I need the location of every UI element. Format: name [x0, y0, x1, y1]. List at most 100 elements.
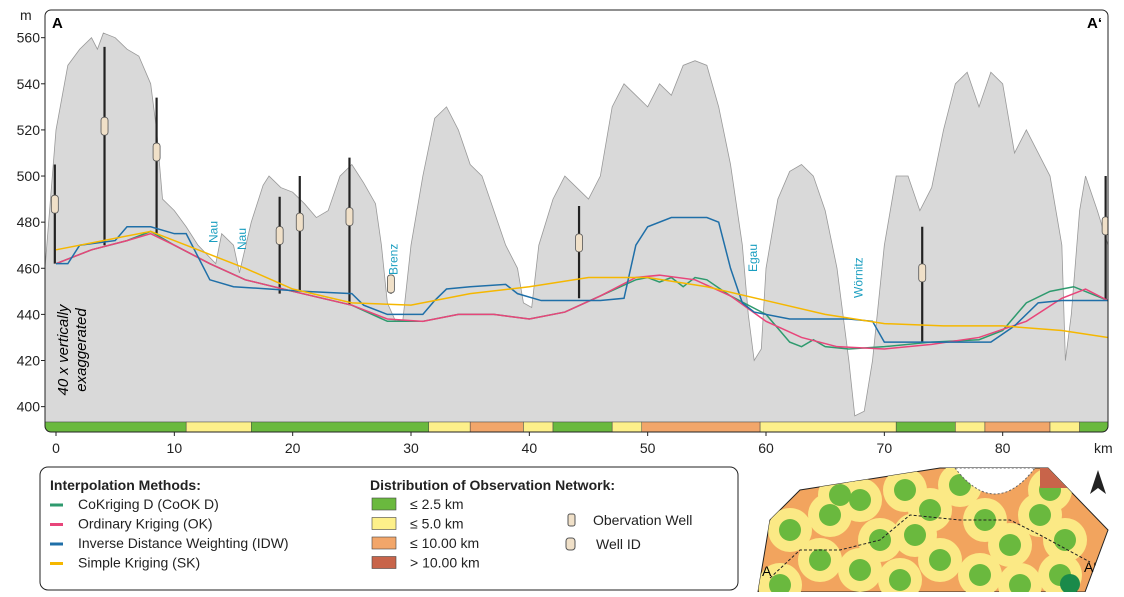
river-label: Wörnitz	[851, 257, 865, 298]
coverage-core	[894, 479, 916, 501]
network-segment	[185, 421, 252, 432]
note: exaggerated	[73, 308, 90, 392]
coverage-core	[1054, 529, 1076, 551]
x-tick-label: 80	[995, 440, 1011, 456]
well-marker	[918, 263, 927, 283]
y-tick-label: 500	[17, 168, 41, 184]
y-tick-label: 540	[17, 76, 41, 92]
legend-label: Simple Kriging (SK)	[78, 555, 200, 571]
river-label: Nau	[235, 228, 249, 250]
coverage-core	[849, 559, 871, 581]
x-unit: km	[1094, 440, 1113, 456]
coverage-core	[904, 524, 926, 546]
well-marker	[1101, 216, 1108, 236]
network-segment	[759, 421, 897, 432]
network-segment	[1049, 421, 1080, 432]
map-label: A	[762, 563, 772, 579]
x-tick-label: 0	[52, 440, 60, 456]
y-tick-label: 440	[17, 306, 41, 322]
coverage-core	[969, 564, 991, 586]
class-label: ≤ 2.5 km	[410, 496, 464, 512]
river-label: Nau	[206, 221, 220, 243]
network-segment	[641, 421, 761, 432]
coverage-core	[889, 569, 911, 591]
well-marker	[295, 212, 304, 232]
well-marker	[100, 116, 109, 136]
coverage-core	[819, 504, 841, 526]
x-tick-label: 30	[403, 440, 419, 456]
river-label: Egau	[746, 244, 760, 272]
coverage-core	[829, 484, 851, 506]
legend-label: CoKriging D (CoOK D)	[78, 496, 219, 512]
network-segment	[428, 421, 471, 432]
network-segment	[1079, 421, 1108, 432]
class-swatch	[371, 517, 397, 530]
class-label: ≤ 10.00 km	[410, 535, 479, 551]
class-swatch	[371, 556, 397, 569]
coverage-core	[779, 519, 801, 541]
network-title: Distribution of Observation Network:	[370, 477, 615, 493]
x-tick-label: 20	[285, 440, 301, 456]
network-segment	[552, 421, 613, 432]
class-swatch	[371, 497, 397, 511]
symbol-label: Well ID	[596, 536, 641, 552]
x-tick-label: 40	[522, 440, 538, 456]
network-segment	[955, 421, 986, 432]
map-gap	[953, 468, 1037, 495]
legend-label: Inverse Distance Weighting (IDW)	[78, 535, 289, 551]
start-label: A	[52, 15, 63, 32]
symbol-label: Obervation Well	[593, 512, 692, 528]
class-label: ≤ 5.0 km	[410, 516, 464, 532]
well-marker	[386, 274, 395, 294]
map-coverage	[758, 468, 1087, 592]
x-tick-label: 60	[758, 440, 774, 456]
y-tick-label: 560	[17, 30, 41, 46]
class-label: > 10.00 km	[410, 555, 480, 571]
well-marker	[152, 142, 161, 162]
y-unit: m	[20, 7, 32, 23]
x-tick-label: 50	[640, 440, 656, 456]
plot-frame	[44, 9, 1109, 433]
x-tick-label: 10	[167, 440, 183, 456]
well-symbol	[567, 513, 576, 527]
network-segment	[251, 421, 430, 432]
x-tick-label: 70	[877, 440, 893, 456]
note: 40 x vertically	[55, 303, 72, 395]
network-segment	[469, 421, 524, 432]
class-swatch	[371, 536, 397, 550]
y-tick-label: 460	[17, 260, 41, 276]
legend: CoKriging D (CoOK D) Ordinary Kriging (OK…	[50, 496, 480, 571]
well-marker	[275, 226, 284, 245]
network-segment	[45, 421, 187, 432]
network-segment	[895, 421, 956, 432]
coverage-core	[999, 534, 1021, 556]
map-label: A‘	[1084, 559, 1096, 575]
well-marker	[50, 194, 59, 214]
coverage-core	[919, 499, 941, 521]
coverage-core	[929, 549, 951, 571]
end-label: A‘	[1087, 15, 1102, 32]
network-segment	[984, 421, 1051, 432]
well-id-symbol	[565, 537, 576, 551]
well-marker	[345, 207, 354, 227]
map-inset: A A‘	[757, 467, 1109, 593]
terrain	[45, 32, 1108, 423]
well-dot	[1060, 574, 1080, 592]
coverage-core	[1009, 574, 1031, 592]
coverage-core	[1029, 504, 1051, 526]
network-segment	[523, 421, 554, 432]
y-tick-label: 520	[17, 122, 41, 138]
coverage-core	[849, 489, 871, 511]
y-tick-label: 420	[17, 353, 41, 369]
map-edge	[1040, 468, 1080, 488]
y-tick-label: 400	[17, 399, 41, 415]
coverage-core	[809, 549, 831, 571]
plot-area	[45, 32, 1108, 432]
series-line	[55, 232, 1108, 350]
north-arrow	[1090, 470, 1106, 494]
river-label: Brenz	[386, 244, 400, 275]
network-segment	[611, 421, 643, 432]
well-marker	[575, 233, 583, 253]
coverage-core	[769, 574, 791, 592]
